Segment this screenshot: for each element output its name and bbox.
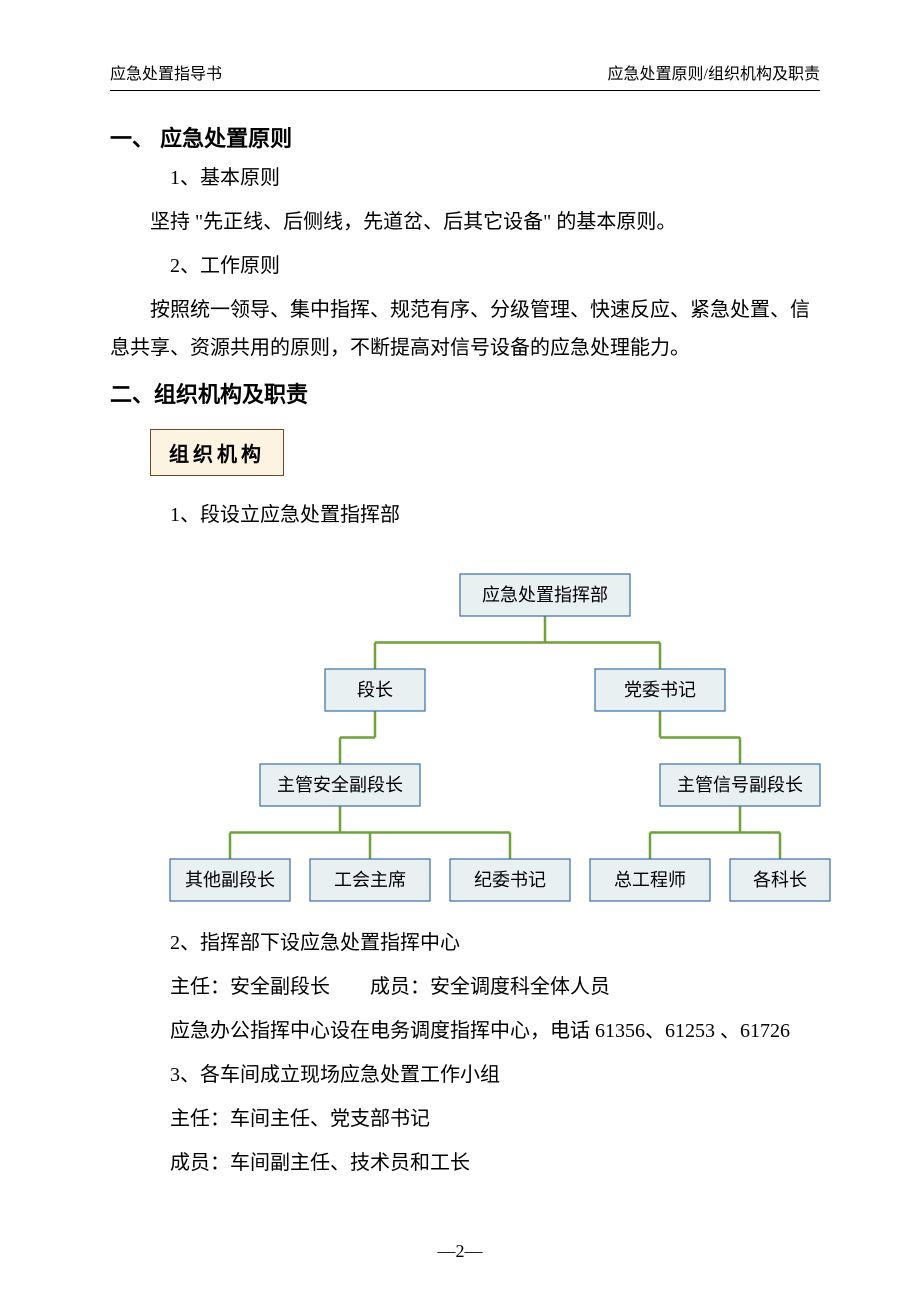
svg-text:段长: 段长 — [357, 680, 393, 700]
s2-p5: 3、各车间成立现场应急处置工作小组 — [170, 1056, 820, 1094]
svg-text:主管安全副段长: 主管安全副段长 — [277, 775, 403, 795]
s2-p3: 主任：安全副段长 成员：安全调度科全体人员 — [170, 968, 820, 1006]
svg-text:总工程师: 总工程师 — [614, 870, 686, 890]
org-node-l2b: 党委书记 — [595, 669, 725, 711]
s1-p1-body: 坚持 "先正线、后侧线，先道岔、后其它设备" 的基本原则。 — [110, 203, 820, 241]
s1-p2-heading: 2、工作原则 — [170, 247, 820, 285]
svg-text:工会主席: 工会主席 — [334, 870, 406, 890]
s2-p7: 成员：车间副主任、技术员和工长 — [170, 1144, 820, 1182]
org-node-n2: 工会主席 — [310, 859, 430, 901]
org-node-top: 应急处置指挥部 — [460, 574, 630, 616]
header-right: 应急处置原则/组织机构及职责 — [608, 60, 820, 84]
svg-text:主管信号副段长: 主管信号副段长 — [677, 775, 803, 795]
section1-title: 一、 应急处置原则 — [110, 121, 820, 153]
svg-text:其他副段长: 其他副段长 — [185, 870, 275, 890]
org-chart: 应急处置指挥部段长 党委书记主管安全副段长 主管信号副段长其他副段长 工会主席 纪委书记… — [100, 544, 820, 914]
svg-text:各科长: 各科长 — [753, 870, 807, 890]
org-node-n4: 总工程师 — [590, 859, 710, 901]
s2-p1: 1、段设立应急处置指挥部 — [170, 496, 820, 534]
section2-title: 二、组织机构及职责 — [110, 377, 820, 409]
svg-text:党委书记: 党委书记 — [624, 680, 696, 700]
org-badge: 组织机构 — [150, 429, 284, 476]
s1-p1-heading: 1、基本原则 — [170, 159, 820, 197]
org-node-n1: 其他副段长 — [170, 859, 290, 901]
page-number: 2 — [0, 1241, 920, 1262]
org-node-l3a: 主管安全副段长 — [260, 764, 420, 806]
org-node-n5: 各科长 — [730, 859, 830, 901]
svg-text:纪委书记: 纪委书记 — [474, 870, 546, 890]
header-left: 应急处置指导书 — [110, 60, 222, 84]
s2-p6: 主任：车间主任、党支部书记 — [170, 1100, 820, 1138]
org-node-n3: 纪委书记 — [450, 859, 570, 901]
org-node-l2a: 段长 — [325, 669, 425, 711]
org-node-l3b: 主管信号副段长 — [660, 764, 820, 806]
s1-p2-body: 按照统一领导、集中指挥、规范有序、分级管理、快速反应、紧急处置、信息共享、资源共… — [110, 291, 820, 367]
s2-p4: 应急办公指挥中心设在电务调度指挥中心，电话 61356、61253 、61726 — [170, 1012, 820, 1050]
s2-p2: 2、指挥部下设应急处置指挥中心 — [170, 924, 820, 962]
svg-text:应急处置指挥部: 应急处置指挥部 — [482, 585, 608, 605]
